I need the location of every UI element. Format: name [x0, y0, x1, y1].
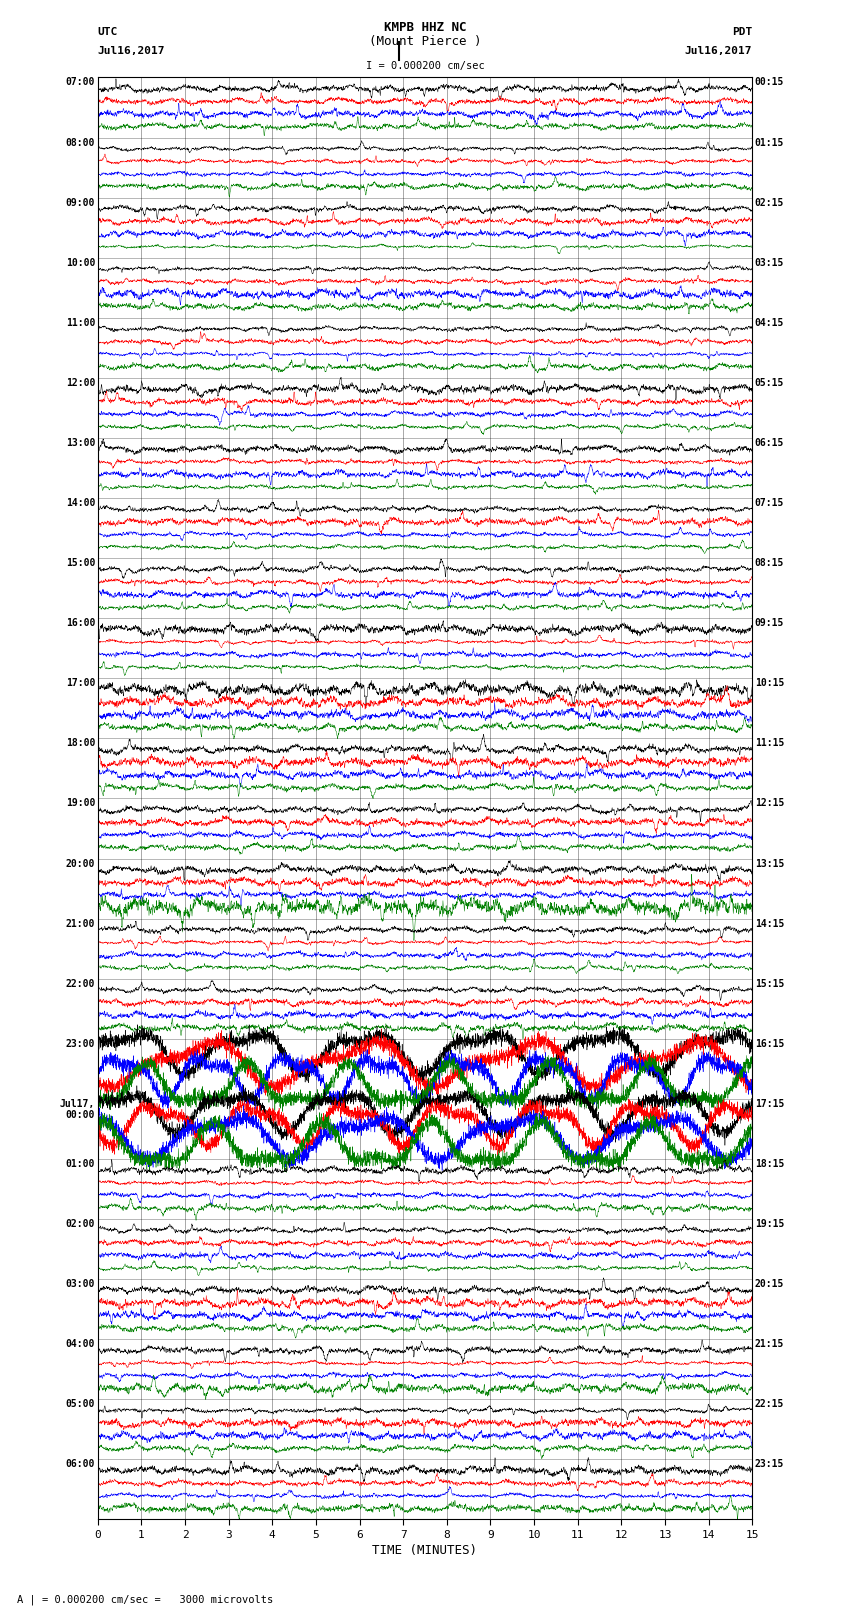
Text: KMPB HHZ NC: KMPB HHZ NC: [383, 21, 467, 34]
Text: (Mount Pierce ): (Mount Pierce ): [369, 35, 481, 48]
Text: 16:00: 16:00: [65, 618, 95, 627]
Text: 19:15: 19:15: [755, 1219, 785, 1229]
Text: 02:15: 02:15: [755, 198, 785, 208]
Text: 22:00: 22:00: [65, 979, 95, 989]
Text: 14:15: 14:15: [755, 919, 785, 929]
Text: 08:15: 08:15: [755, 558, 785, 568]
Text: 15:15: 15:15: [755, 979, 785, 989]
Text: 13:00: 13:00: [65, 439, 95, 448]
Text: 20:15: 20:15: [755, 1279, 785, 1289]
Text: Jul16,2017: Jul16,2017: [98, 47, 165, 56]
Text: 04:15: 04:15: [755, 318, 785, 327]
Text: PDT: PDT: [732, 27, 752, 37]
Text: 18:15: 18:15: [755, 1158, 785, 1169]
Text: 10:15: 10:15: [755, 679, 785, 689]
Text: 17:15: 17:15: [755, 1098, 785, 1108]
Text: 07:00: 07:00: [65, 77, 95, 87]
Text: 08:00: 08:00: [65, 137, 95, 147]
Text: 09:00: 09:00: [65, 198, 95, 208]
Text: 12:00: 12:00: [65, 377, 95, 387]
Text: 16:15: 16:15: [755, 1039, 785, 1048]
Text: I = 0.000200 cm/sec: I = 0.000200 cm/sec: [366, 61, 484, 71]
Text: 13:15: 13:15: [755, 858, 785, 868]
Text: 20:00: 20:00: [65, 858, 95, 868]
Text: 00:15: 00:15: [755, 77, 785, 87]
Text: Jul16,2017: Jul16,2017: [685, 47, 752, 56]
Text: 14:00: 14:00: [65, 498, 95, 508]
Text: 03:00: 03:00: [65, 1279, 95, 1289]
Text: 07:15: 07:15: [755, 498, 785, 508]
Text: 01:00: 01:00: [65, 1158, 95, 1169]
Text: 11:00: 11:00: [65, 318, 95, 327]
Text: 02:00: 02:00: [65, 1219, 95, 1229]
Text: 01:15: 01:15: [755, 137, 785, 147]
Text: UTC: UTC: [98, 27, 118, 37]
Text: 04:00: 04:00: [65, 1339, 95, 1348]
Text: 18:00: 18:00: [65, 739, 95, 748]
Text: 23:15: 23:15: [755, 1460, 785, 1469]
Text: 15:00: 15:00: [65, 558, 95, 568]
Text: 05:15: 05:15: [755, 377, 785, 387]
Text: 12:15: 12:15: [755, 798, 785, 808]
Text: 23:00: 23:00: [65, 1039, 95, 1048]
Text: 11:15: 11:15: [755, 739, 785, 748]
Text: 10:00: 10:00: [65, 258, 95, 268]
Text: 05:00: 05:00: [65, 1398, 95, 1410]
Text: 06:15: 06:15: [755, 439, 785, 448]
Text: Jul17,
00:00: Jul17, 00:00: [60, 1098, 95, 1121]
Text: 03:15: 03:15: [755, 258, 785, 268]
Text: 21:00: 21:00: [65, 919, 95, 929]
Text: A | = 0.000200 cm/sec =   3000 microvolts: A | = 0.000200 cm/sec = 3000 microvolts: [17, 1594, 273, 1605]
Text: 22:15: 22:15: [755, 1398, 785, 1410]
Text: 17:00: 17:00: [65, 679, 95, 689]
Text: 19:00: 19:00: [65, 798, 95, 808]
Text: 06:00: 06:00: [65, 1460, 95, 1469]
Text: 09:15: 09:15: [755, 618, 785, 627]
X-axis label: TIME (MINUTES): TIME (MINUTES): [372, 1544, 478, 1557]
Text: 21:15: 21:15: [755, 1339, 785, 1348]
